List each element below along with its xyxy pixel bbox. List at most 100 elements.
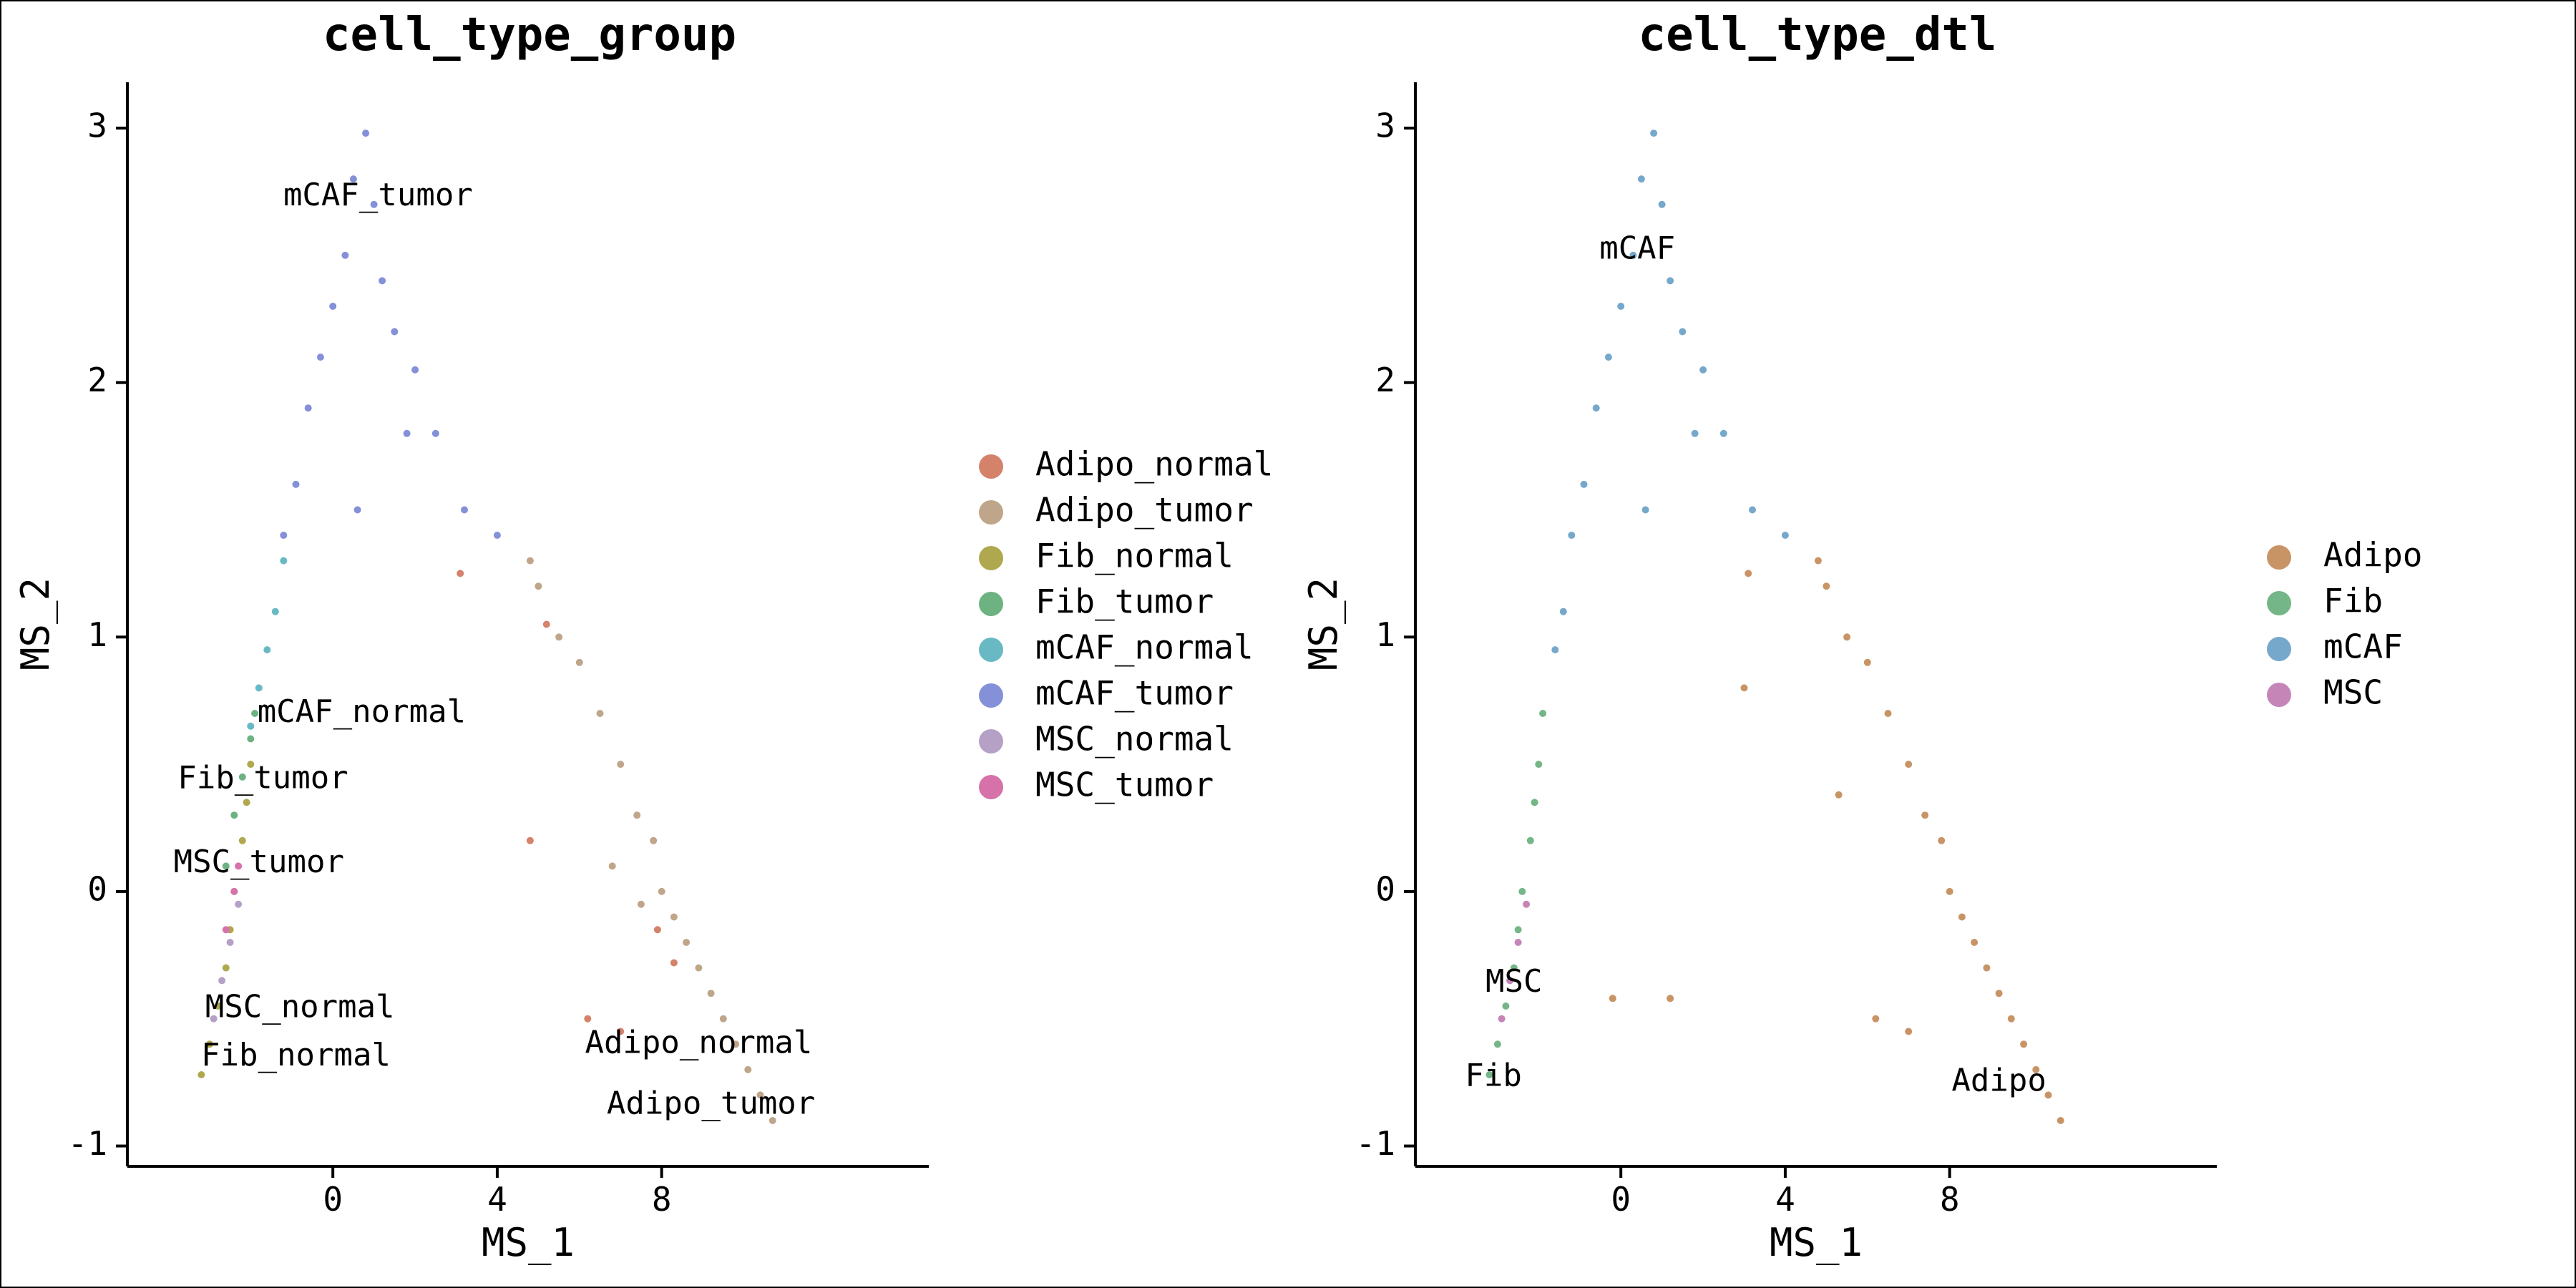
cluster-label-mcaf: mCAF: [1599, 230, 1675, 267]
point-adipo-8: [1921, 811, 1929, 819]
point-mcaf-tumor-2: [370, 200, 378, 208]
x-tick-label: 4: [1775, 1180, 1795, 1219]
point-adipo-24: [1609, 995, 1616, 1002]
legend-key-mcaf-tumor: [979, 683, 1003, 708]
point-mcaf-5: [1617, 303, 1625, 310]
point-fib-normal-0: [197, 1071, 205, 1078]
point-fib-9: [1539, 710, 1547, 717]
legend-label-fib-normal: Fib_normal: [1035, 537, 1234, 575]
y-tick-label: 0: [1375, 869, 1395, 908]
point-mcaf-tumor-13: [280, 532, 288, 539]
point-adipo-tumor-5: [617, 761, 625, 769]
point-adipo-6: [1884, 710, 1892, 717]
point-adipo-tumor-7: [650, 836, 658, 844]
point-mcaf-normal-0: [247, 722, 255, 730]
point-adipo-tumor-11: [695, 964, 703, 972]
point-adipo-tumor-10: [683, 939, 691, 946]
point-mcaf-tumor-4: [379, 277, 386, 285]
legend-key-fib: [2267, 591, 2291, 615]
point-fib-tumor-4: [251, 710, 259, 717]
x-tick-label: 8: [1940, 1180, 1960, 1219]
point-fib-5: [1518, 887, 1526, 895]
y-tick-label: 1: [1375, 615, 1395, 654]
point-mcaf-3: [1629, 251, 1637, 259]
panel-2-legend: Adipo Fib mCAF MSC: [2267, 536, 2422, 712]
point-msc-3: [1523, 900, 1531, 908]
point-fib-normal-1: [205, 1040, 213, 1048]
panel-1-x-axis-title: MS_1: [482, 1220, 575, 1265]
point-mcaf-6: [1679, 328, 1687, 336]
point-adipo-tumor-1: [535, 582, 542, 590]
point-msc-normal-1: [218, 977, 226, 985]
panel-1-y-ticks: -1 0 1 2 3: [68, 107, 127, 1163]
point-adipo-15: [2007, 1015, 2015, 1023]
panel-cell-type-group: cell_type_group mCAF_tumor mCAF_normal Fib…: [13, 9, 1273, 1265]
point-mcaf-13: [1568, 532, 1576, 539]
point-adipo-tumor-0: [526, 557, 534, 565]
point-adipo-normal-4: [526, 836, 534, 844]
legend-key-msc-tumor: [979, 775, 1003, 799]
panel-1-legend: Adipo_normal Adipo_tumor Fib_normal Fib_tum…: [979, 445, 1273, 804]
point-mcaf-tumor-9: [304, 404, 312, 412]
point-adipo-tumor-15: [744, 1065, 752, 1073]
point-fib-3: [1510, 964, 1518, 972]
cluster-label-adipo: Adipo: [1951, 1063, 2046, 1099]
y-tick-label: 1: [87, 615, 107, 654]
point-fib-6: [1526, 836, 1534, 844]
point-fib-1: [1493, 1040, 1501, 1048]
legend-label-mcaf-tumor: mCAF_tumor: [1035, 674, 1234, 713]
point-mcaf-1: [1637, 175, 1645, 183]
panel-2-x-ticks: 0 4 8: [1611, 1166, 1960, 1219]
point-mcaf-0: [1650, 130, 1658, 137]
legend-label-msc-normal: MSC_normal: [1035, 720, 1234, 758]
point-mcaf-12: [1749, 506, 1756, 514]
point-adipo-tumor-6: [633, 811, 641, 819]
point-adipo-tumor-3: [575, 658, 583, 666]
y-tick-label: 2: [1375, 361, 1395, 399]
legend-key-mcaf-normal: [979, 638, 1003, 662]
point-mcaf-tumor-6: [391, 328, 399, 336]
panel-2-cluster-labels: mCAF MSC Fib Adipo: [1465, 230, 2046, 1099]
point-mcaf-4: [1667, 277, 1674, 285]
legend-key-fib-normal: [979, 546, 1003, 570]
point-adipo-22: [1835, 791, 1843, 799]
point-adipo-normal-6: [653, 926, 661, 934]
point-mcaf-tumor-10: [431, 429, 439, 437]
point-fib-tumor-3: [247, 735, 255, 743]
point-mcaf-tumor-14: [493, 532, 501, 539]
point-adipo-17: [2032, 1065, 2040, 1073]
point-fib-2: [1502, 1002, 1510, 1010]
cluster-label-fib-tumor: Fib_tumor: [177, 759, 348, 796]
legend-key-fib-tumor: [979, 592, 1003, 616]
point-mcaf-tumor-16: [353, 506, 361, 514]
legend-label-adipo: Adipo: [2323, 536, 2422, 575]
legend-key-adipo-tumor: [979, 500, 1003, 525]
point-mcaf-11: [1580, 480, 1588, 488]
point-adipo-1: [1740, 684, 1748, 692]
point-adipo-tumor-2: [555, 633, 563, 641]
point-mcaf-normal-1: [255, 684, 263, 692]
cluster-label-msc-normal: MSC_normal: [205, 989, 395, 1025]
point-adipo-23: [1667, 995, 1674, 1002]
x-tick-label: 0: [323, 1180, 343, 1219]
point-fib-0: [1485, 1071, 1493, 1078]
point-adipo-20: [1872, 1015, 1880, 1023]
point-msc-tumor-2: [235, 862, 243, 870]
point-adipo-normal-2: [584, 1015, 592, 1023]
point-adipo-tumor-17: [769, 1117, 776, 1124]
point-msc-tumor-0: [222, 926, 230, 934]
cluster-label-adipo-tumor: Adipo_tumor: [607, 1085, 815, 1122]
point-fib-4: [1514, 926, 1522, 934]
point-adipo-5: [1863, 658, 1871, 666]
legend-key-adipo-normal: [979, 454, 1003, 479]
panel-2-points: [1485, 130, 2064, 1124]
point-msc-2: [1514, 939, 1522, 946]
x-tick-label: 0: [1611, 1180, 1631, 1219]
legend-label-adipo-normal: Adipo_normal: [1035, 445, 1273, 484]
point-adipo-21: [1905, 1028, 1913, 1035]
point-adipo-11: [1958, 913, 1966, 921]
point-msc-0: [1498, 1015, 1506, 1023]
point-adipo-tumor-8: [658, 887, 665, 895]
point-adipo-18: [2044, 1091, 2052, 1099]
